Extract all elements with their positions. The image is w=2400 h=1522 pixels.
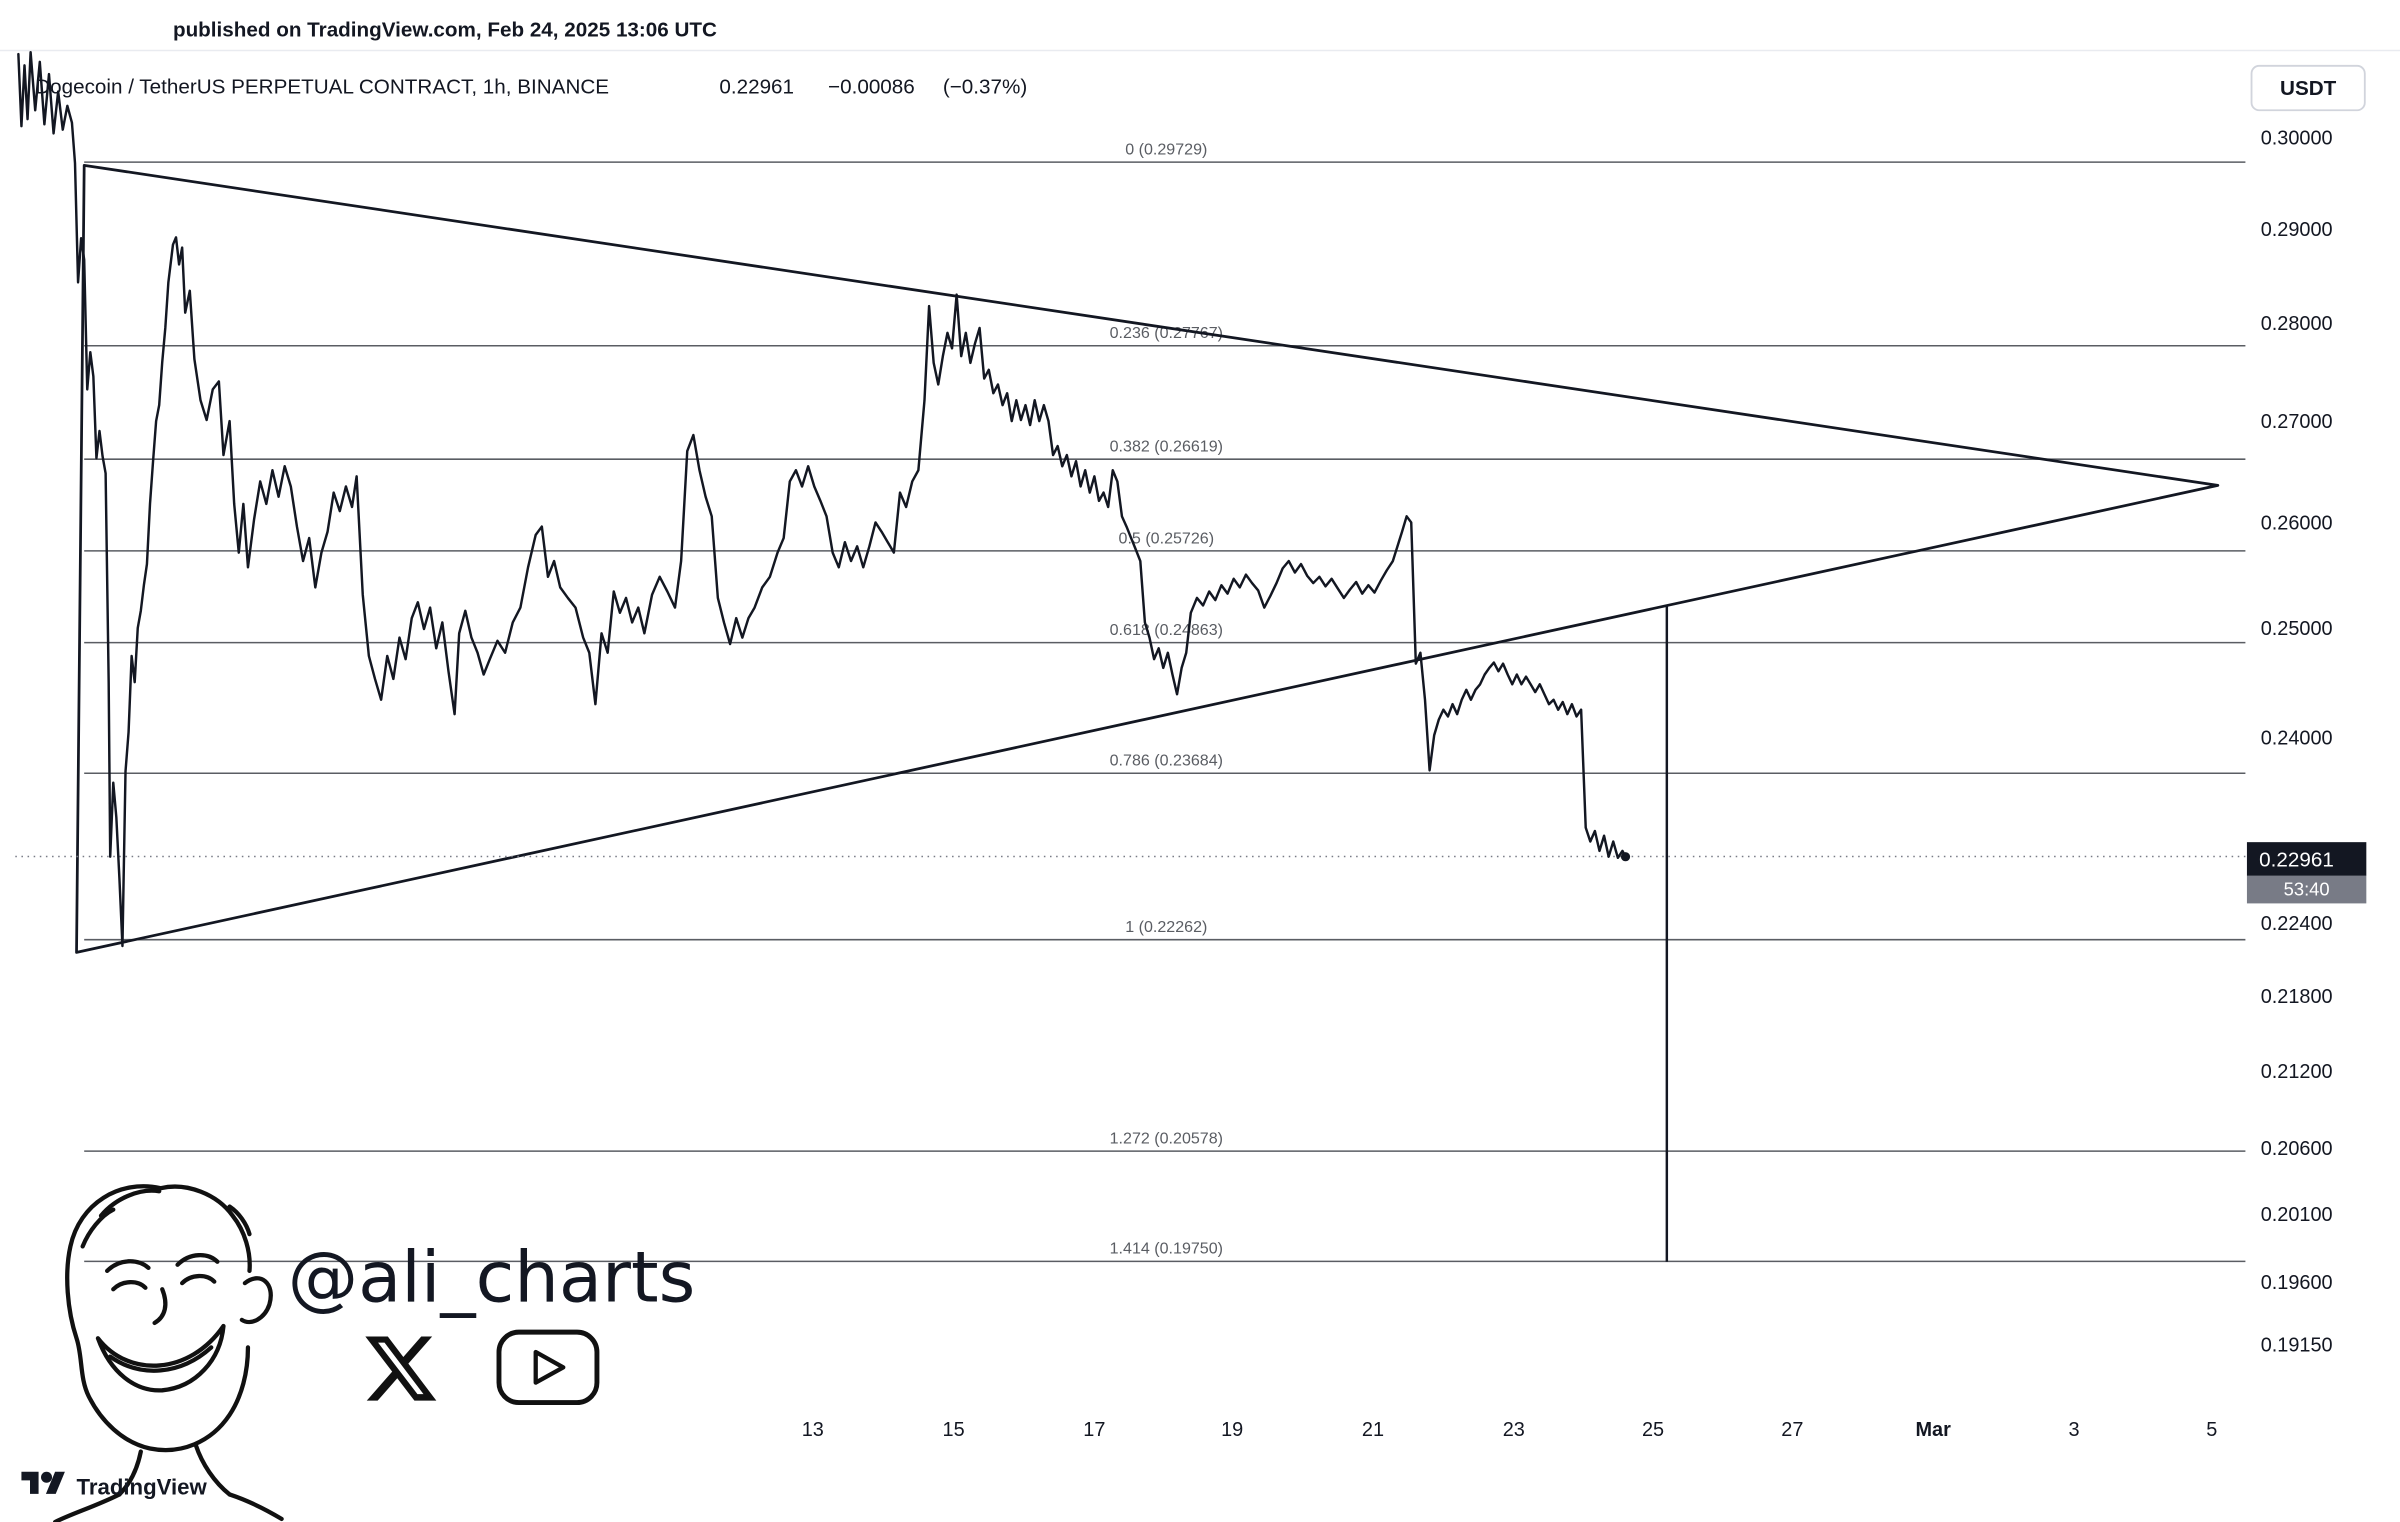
bar-countdown-value: 53:40: [2284, 879, 2330, 900]
triangle-pattern-drawing: [75, 163, 2220, 954]
price-tick-label[interactable]: 0.24000: [2261, 727, 2333, 749]
currency-toggle-label: USDT: [2280, 77, 2337, 100]
price-tick-label[interactable]: 0.21800: [2261, 986, 2333, 1008]
watermark-handle: @ali_charts: [288, 1236, 696, 1318]
price-tick-label[interactable]: 0.20600: [2261, 1138, 2333, 1160]
fib-level-label-1: 1 (0.22262): [1125, 918, 1207, 936]
currency-toggle-frame[interactable]: [2250, 64, 2366, 112]
tradingview-brand-text: TradingView: [77, 1474, 208, 1499]
time-tick-label[interactable]: 13: [802, 1419, 824, 1441]
fib-level-label-0.382: 0.382 (0.26619): [1110, 438, 1223, 456]
time-tick-label[interactable]: 15: [943, 1419, 965, 1441]
symbol-title: Dogecoin / TetherUS PERPETUAL CONTRACT, …: [35, 75, 609, 98]
price-series-layer: [17, 50, 1631, 948]
time-tick-label[interactable]: 5: [2206, 1419, 2217, 1441]
price-tick-label[interactable]: 0.30000: [2261, 128, 2333, 150]
time-tick-label[interactable]: 17: [1083, 1419, 1105, 1441]
bar-countdown-bg: [2246, 875, 2367, 904]
fib-level-label-0.618: 0.618 (0.24863): [1110, 621, 1223, 639]
last-price-badge-value: 0.22961: [2259, 849, 2334, 872]
drawings-layer: [75, 163, 2220, 1262]
time-axis: 13 15 17 19 21 23 25 27 Mar 3 5: [802, 1419, 2218, 1441]
tradingview-mark-icon: [21, 1471, 65, 1494]
price-tick-label[interactable]: 0.21200: [2261, 1061, 2333, 1083]
price-axis: 0.30000 0.29000 0.28000 0.27000 0.26000 0.250…: [2261, 128, 2333, 1357]
price-line-series: [17, 50, 1627, 948]
change-absolute: −0.00086: [828, 75, 915, 98]
last-price-value: 0.22961: [719, 75, 794, 98]
time-tick-label[interactable]: 23: [1503, 1419, 1525, 1441]
price-tick-label[interactable]: 0.28000: [2261, 313, 2333, 335]
price-tick-label[interactable]: 0.20100: [2261, 1204, 2333, 1226]
time-tick-label[interactable]: Mar: [1915, 1419, 1951, 1441]
fib-level-label-1.272: 1.272 (0.20578): [1110, 1129, 1223, 1147]
time-tick-label[interactable]: 21: [1362, 1419, 1384, 1441]
time-tick-label[interactable]: 3: [2068, 1419, 2079, 1441]
price-tick-label[interactable]: 0.29000: [2261, 219, 2333, 241]
ali-charts-face-drawing: [52, 1184, 284, 1522]
price-tick-label[interactable]: 0.25000: [2261, 618, 2333, 640]
fib-level-label-0.5: 0.5 (0.25726): [1119, 529, 1215, 547]
price-tick-label[interactable]: 0.19600: [2261, 1272, 2333, 1294]
price-tick-label[interactable]: 0.26000: [2261, 512, 2333, 534]
last-price-marker: [1620, 852, 1631, 862]
youtube-logo-icon: [496, 1329, 600, 1406]
time-tick-label[interactable]: 27: [1781, 1419, 1803, 1441]
price-tick-label[interactable]: 0.27000: [2261, 411, 2333, 433]
published-attribution: published on TradingView.com, Feb 24, 20…: [173, 19, 717, 42]
watermark-branding: @ali_charts: [52, 1184, 696, 1522]
time-tick-label[interactable]: 19: [1221, 1419, 1243, 1441]
x-logo-icon: [365, 1336, 437, 1401]
fib-retracement-layer: 0 (0.29729) 0.236 (0.27767) 0.382 (0.26619…: [84, 140, 2246, 1263]
last-price-badge: 0.22961 53:40: [2246, 842, 2367, 904]
time-tick-label[interactable]: 25: [1642, 1419, 1664, 1441]
fib-level-label-0.236: 0.236 (0.27767): [1110, 324, 1223, 342]
fib-level-label-0.786: 0.786 (0.23684): [1110, 752, 1223, 770]
tradingview-footer-logo[interactable]: TradingView: [21, 1471, 208, 1500]
change-percent: (−0.37%): [943, 75, 1027, 98]
currency-toggle-button[interactable]: USDT: [2250, 64, 2366, 112]
last-price-badge-bg: [2246, 842, 2367, 876]
price-tick-label[interactable]: 0.22400: [2261, 913, 2333, 935]
fib-level-label-1.414: 1.414 (0.19750): [1110, 1240, 1223, 1258]
fib-level-label-0: 0 (0.29729): [1125, 140, 1207, 158]
price-tick-label[interactable]: 0.19150: [2261, 1334, 2333, 1356]
